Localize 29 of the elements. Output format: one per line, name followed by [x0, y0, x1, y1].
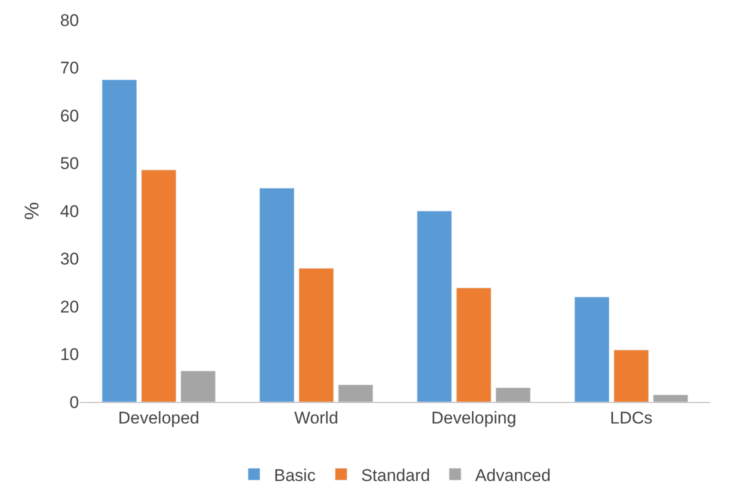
legend-label: Standard — [361, 466, 430, 485]
bar — [416, 210, 452, 402]
y-axis-title: % — [22, 202, 44, 220]
y-tick-label: 0 — [70, 392, 79, 412]
x-tick-label: World — [294, 408, 338, 428]
x-tick-label: LDCs — [610, 408, 653, 428]
bar — [496, 387, 531, 402]
bar — [338, 384, 374, 402]
bar — [141, 170, 176, 402]
y-tick-label: 80 — [60, 10, 79, 30]
bar — [456, 288, 492, 402]
y-tick-label: 10 — [60, 345, 79, 364]
y-tick-label: 50 — [60, 154, 79, 174]
bar — [102, 79, 137, 402]
bar — [653, 394, 688, 402]
bar — [614, 350, 649, 402]
legend-label: Basic — [274, 466, 316, 485]
y-tick-label: 70 — [60, 58, 79, 78]
x-tick-label: Developing — [431, 408, 516, 428]
bar — [298, 268, 334, 402]
bar — [574, 296, 610, 402]
y-tick-label: 30 — [60, 250, 79, 269]
bar — [180, 370, 216, 402]
y-tick-label: 20 — [60, 297, 79, 316]
x-tick-label: Developed — [118, 408, 200, 428]
y-tick-label: 60 — [60, 106, 79, 126]
y-tick-label: 40 — [60, 202, 79, 221]
legend-label: Advanced — [475, 466, 551, 485]
bar — [259, 188, 294, 402]
